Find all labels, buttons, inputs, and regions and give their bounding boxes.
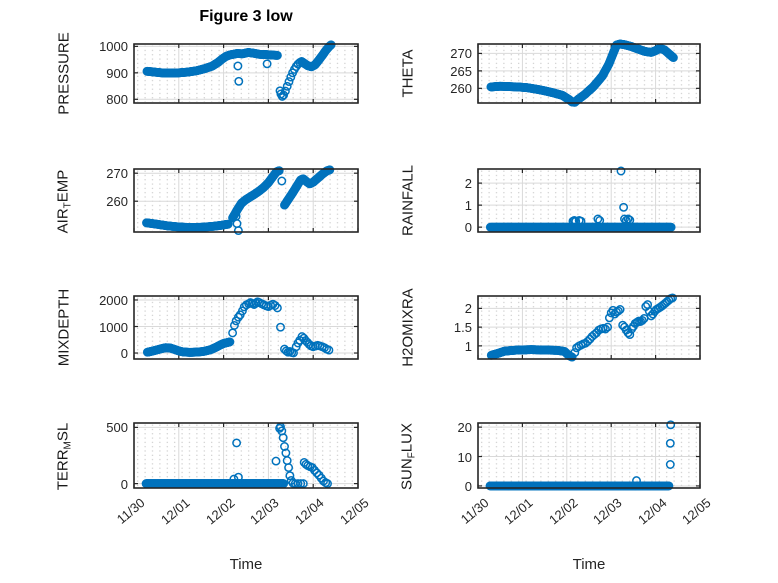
xlabel-time-right: Time (572, 556, 606, 573)
y-tick-label: 0 (464, 478, 472, 494)
y-tick-label: 2 (464, 176, 472, 192)
subplot-air-temp (133, 165, 359, 236)
axes-frame (477, 422, 701, 489)
ylabel-text: RAINFALL (399, 164, 417, 236)
minor-grid (479, 170, 699, 231)
axis-ylabel-sun-flux: SUNFLUX (399, 356, 418, 556)
ylabel-text: THETA (399, 48, 417, 98)
axes-frame (133, 168, 359, 233)
y-tick-label: 0 (120, 476, 128, 492)
y-tick-label: 2000 (99, 292, 128, 308)
y-tick-label: 1000 (99, 39, 128, 55)
ylabel-subscript: M (62, 440, 74, 449)
ylabel-text: SL (54, 422, 72, 441)
ylabel-subscript: T (62, 201, 74, 208)
axis-ylabel-terr-msl: TERRMSL (55, 356, 74, 556)
subplot-terr-msl (133, 422, 359, 489)
y-tick-label: 270 (106, 166, 128, 182)
y-tick-label: 1 (464, 198, 472, 214)
y-tick-label: 270 (450, 46, 472, 62)
subplot-h2omixra (477, 293, 701, 362)
axes-frame (477, 168, 701, 233)
data-points (142, 40, 336, 101)
xlabel-time-left: Time (229, 556, 263, 573)
y-tick-label: 0 (464, 220, 472, 236)
subplot-rainfall (477, 166, 701, 233)
y-tick-label: 260 (450, 81, 472, 97)
ylabel-text: EMP (54, 169, 72, 202)
y-tick-label: 900 (106, 65, 128, 81)
subplot-sun-flux (477, 420, 701, 491)
data-points (485, 166, 676, 232)
y-tick-label: 260 (106, 194, 128, 210)
axes-frame (133, 422, 359, 489)
figure-title: Figure 3 low (199, 8, 293, 25)
axes-frame (133, 295, 359, 360)
y-tick-label: 1 (464, 338, 472, 354)
subplot-theta (477, 39, 701, 107)
y-tick-label: 800 (106, 92, 128, 108)
ylabel-text: SUN (398, 457, 416, 490)
minor-grid (135, 424, 357, 487)
minor-grid (479, 424, 699, 487)
ylabel-text: LUX (398, 422, 416, 452)
y-tick-label: 265 (450, 63, 472, 79)
ylabel-subscript: F (406, 451, 418, 458)
y-tick-label: 2 (464, 301, 472, 317)
axes-frame (477, 295, 701, 360)
axes-frame (477, 43, 701, 104)
axes-frame (133, 43, 359, 104)
subplot-mixdepth (133, 295, 359, 360)
y-tick-label: 10 (457, 449, 472, 465)
data-points (142, 297, 334, 358)
ylabel-text: TERR (54, 448, 72, 490)
ylabel-text: H2OMIXRA (399, 287, 417, 367)
y-tick-label: 500 (106, 420, 128, 436)
y-tick-label: 1.5 (453, 320, 472, 336)
y-tick-label: 1000 (99, 319, 128, 335)
data-points (485, 420, 676, 491)
y-tick-label: 20 (457, 420, 472, 436)
ylabel-text: MIXDEPTH (55, 288, 73, 366)
y-tick-label: 0 (120, 346, 128, 362)
subplot-pressure (133, 40, 359, 104)
